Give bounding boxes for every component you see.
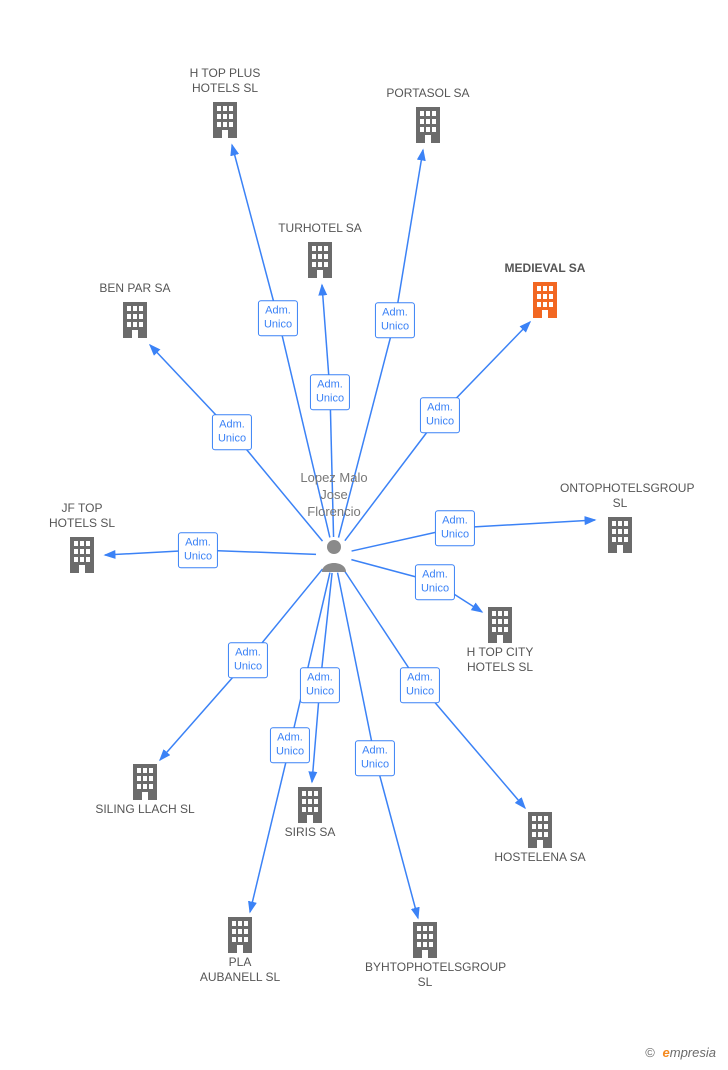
company-label: SILING LLACH SL [85, 802, 205, 817]
company-node-turhotel[interactable]: TURHOTEL SA [260, 221, 380, 280]
company-node-htopcity[interactable]: H TOP CITY HOTELS SL [440, 605, 560, 679]
edge-label: Adm. Unico [258, 300, 298, 336]
company-label: BEN PAR SA [75, 281, 195, 296]
brand-rest: mpresia [670, 1045, 716, 1060]
edge-label: Adm. Unico [178, 532, 218, 568]
edge-label: Adm. Unico [300, 667, 340, 703]
company-node-siris[interactable]: SIRIS SA [250, 785, 370, 844]
building-icon [85, 762, 205, 802]
company-label: SIRIS SA [250, 825, 370, 840]
building-icon [440, 605, 560, 645]
company-label: H TOP PLUS HOTELS SL [165, 66, 285, 96]
building-icon [22, 535, 142, 575]
building-icon [180, 915, 300, 955]
edge-label: Adm. Unico [415, 564, 455, 600]
edge-segment [338, 573, 375, 758]
edge-label: Adm. Unico [420, 397, 460, 433]
company-node-pla[interactable]: PLA AUBANELL SL [180, 915, 300, 989]
edge-label: Adm. Unico [270, 727, 310, 763]
edge-label: Adm. Unico [228, 642, 268, 678]
edge-segment-arrow [420, 685, 525, 808]
company-label: PORTASOL SA [368, 86, 488, 101]
company-node-medieval[interactable]: MEDIEVAL SA [485, 261, 605, 320]
edge-label: Adm. Unico [212, 414, 252, 450]
building-icon [485, 280, 605, 320]
company-node-htopplus[interactable]: H TOP PLUS HOTELS SL [165, 66, 285, 140]
edge-label: Adm. Unico [400, 667, 440, 703]
company-label: ONTOPHOTELSGROUP SL [560, 481, 680, 511]
edge-label: Adm. Unico [310, 374, 350, 410]
edge-segment [290, 573, 330, 745]
building-icon [165, 100, 285, 140]
company-node-byhtop[interactable]: BYHTOPHOTELSGROUP SL [365, 920, 485, 994]
edge-label: Adm. Unico [355, 740, 395, 776]
company-label: JF TOP HOTELS SL [22, 501, 142, 531]
brand-e: e [663, 1045, 670, 1060]
edge-label: Adm. Unico [435, 510, 475, 546]
center-person-label: Lopez Malo Jose Florencio [274, 470, 394, 521]
building-icon [480, 810, 600, 850]
company-node-jftop[interactable]: JF TOP HOTELS SL [22, 501, 142, 575]
building-icon [365, 920, 485, 960]
building-icon [260, 240, 380, 280]
building-icon [250, 785, 370, 825]
edge-segment-arrow [375, 758, 418, 918]
footer-attribution: © empresia [645, 1045, 716, 1060]
company-label: MEDIEVAL SA [485, 261, 605, 276]
company-node-benpar[interactable]: BEN PAR SA [75, 281, 195, 340]
company-label: H TOP CITY HOTELS SL [440, 645, 560, 675]
company-node-hostelena[interactable]: HOSTELENA SA [480, 810, 600, 869]
building-icon [560, 515, 680, 555]
company-label: TURHOTEL SA [260, 221, 380, 236]
building-icon [368, 105, 488, 145]
company-node-portasol[interactable]: PORTASOL SA [368, 86, 488, 145]
edge-label: Adm. Unico [375, 302, 415, 338]
company-node-siling[interactable]: SILING LLACH SL [85, 762, 205, 821]
company-label: BYHTOPHOTELSGROUP SL [365, 960, 485, 990]
building-icon [75, 300, 195, 340]
company-label: PLA AUBANELL SL [180, 955, 300, 985]
company-label: HOSTELENA SA [480, 850, 600, 865]
edge-segment-arrow [395, 150, 423, 320]
person-icon[interactable] [319, 538, 349, 572]
copyright-symbol: © [645, 1045, 655, 1060]
company-node-ontop[interactable]: ONTOPHOTELSGROUP SL [560, 481, 680, 555]
